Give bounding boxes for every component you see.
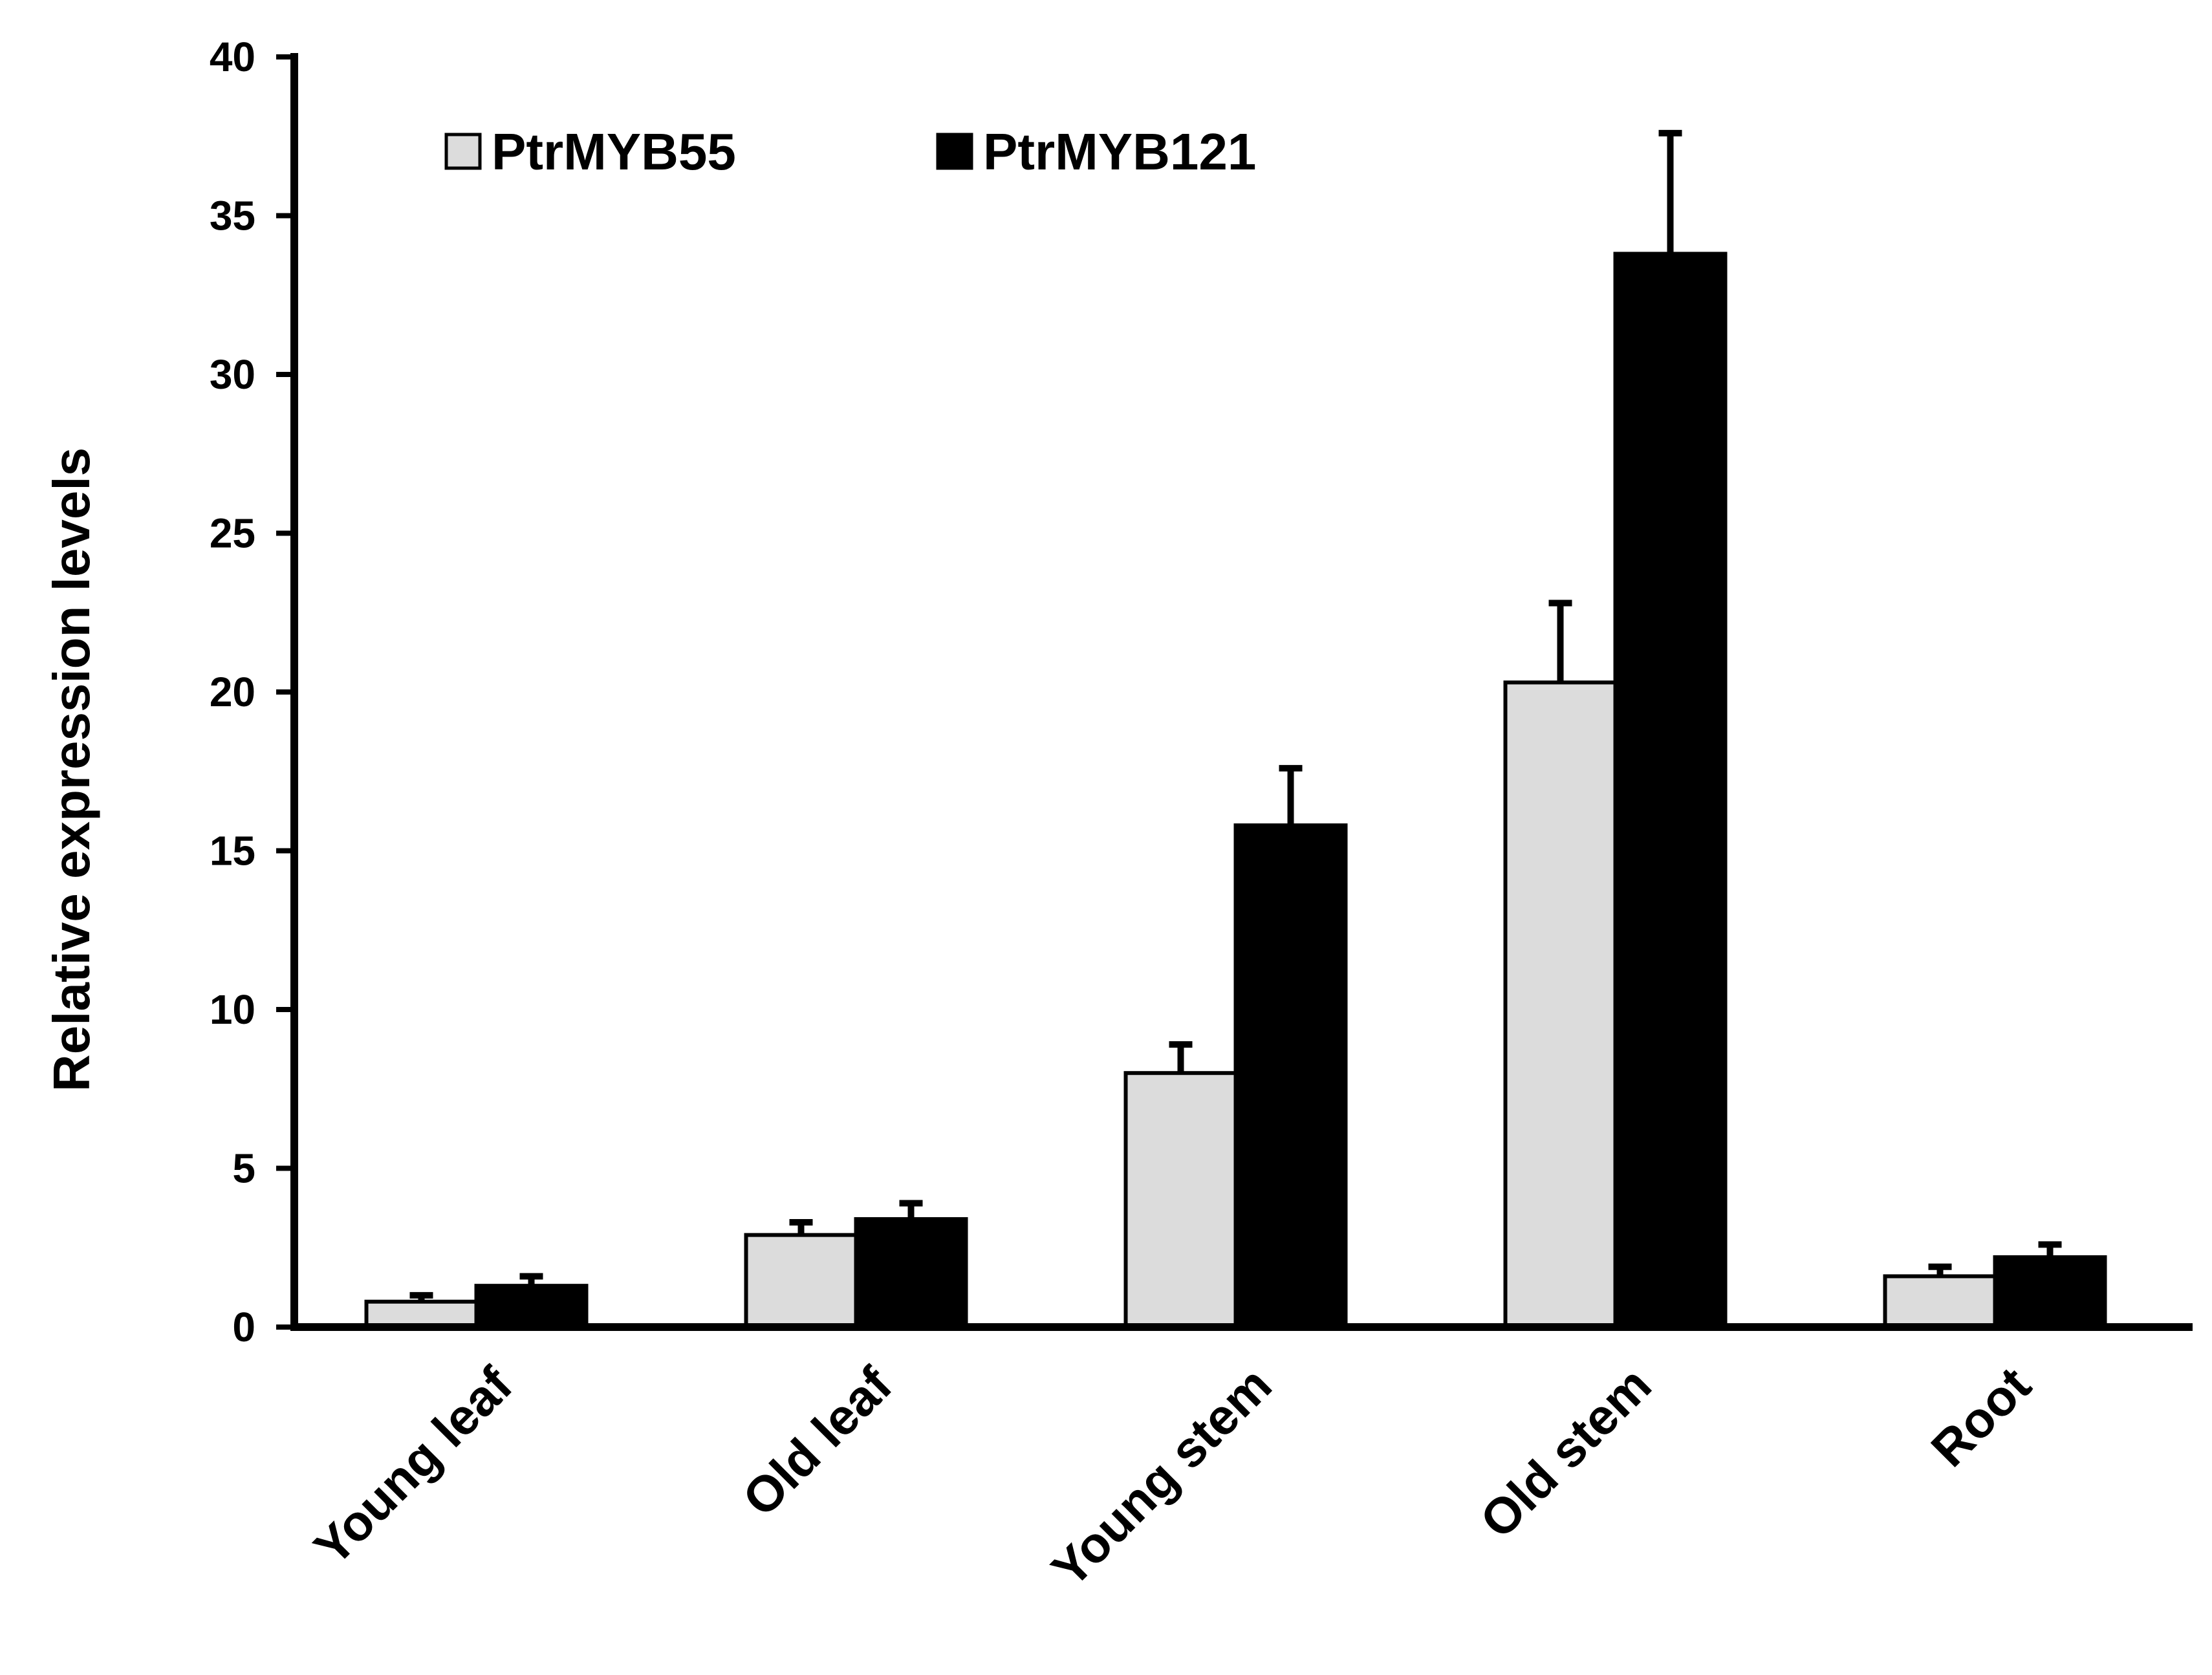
x-tick-label: Old stem: [1469, 1356, 1662, 1549]
y-tick-label: 40: [210, 34, 255, 80]
legend-swatch-ptrmyb121: [936, 133, 973, 170]
bar-ptrmyb121: [854, 1217, 968, 1330]
y-tick-label: 15: [210, 828, 255, 874]
bar-ptrmyb55: [1883, 1274, 1997, 1329]
y-tick-label: 25: [210, 510, 255, 557]
bar-ptrmyb121: [1993, 1255, 2107, 1329]
bar-ptrmyb55: [1123, 1071, 1238, 1329]
x-tick-label: Root: [1920, 1356, 2042, 1478]
bar-ptrmyb121: [1613, 252, 1728, 1329]
x-tick-label: Young stem: [1041, 1356, 1283, 1598]
legend-label-ptrmyb121: PtrMYB121: [983, 123, 1256, 180]
y-tick-label: 30: [210, 351, 255, 398]
y-axis-label: Relative expression levels: [43, 448, 100, 1092]
y-tick-label: 0: [232, 1304, 255, 1350]
x-tick-label: Old leaf: [732, 1356, 903, 1527]
legend-swatch-ptrmyb55: [444, 133, 482, 170]
bar-ptrmyb55: [744, 1233, 858, 1329]
x-tick-labels: Young leaf Old leaf Young stem Old stem Root: [303, 1356, 2041, 1597]
x-tick-label: Young leaf: [303, 1356, 523, 1576]
y-tick-label: 35: [210, 193, 255, 239]
bars-layer: [364, 129, 2107, 1330]
bar-ptrmyb121: [474, 1284, 589, 1330]
y-tick-label: 20: [210, 669, 255, 715]
y-ticks: 0 5 10 15 20 25 30 35 40: [210, 34, 294, 1350]
bar-ptrmyb55: [1503, 680, 1618, 1329]
bar-ptrmyb121: [1233, 823, 1348, 1329]
legend-label-ptrmyb55: PtrMYB55: [492, 123, 736, 180]
legend: PtrMYB55 PtrMYB121: [444, 123, 1256, 180]
y-tick-label: 5: [232, 1145, 255, 1192]
y-tick-label: 10: [210, 986, 255, 1033]
